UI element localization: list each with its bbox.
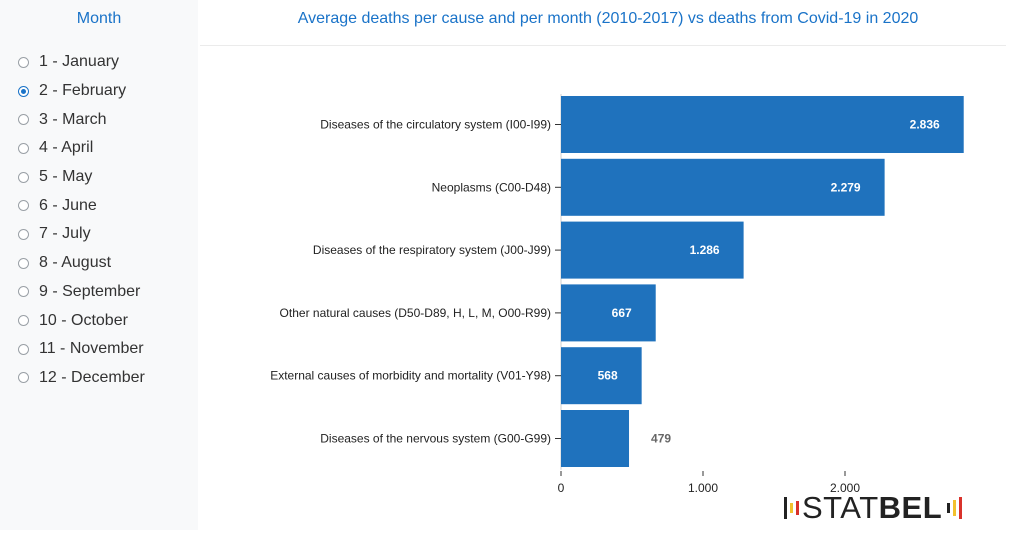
logo-text-bold: BEL (878, 490, 943, 525)
month-option-label: 1 - January (39, 53, 120, 71)
month-radio-list: 1 - January 2 - February 3 - March 4 - Apri… (18, 48, 145, 392)
statbel-logo: STATBEL (784, 488, 965, 528)
month-option[interactable]: 3 - March (18, 105, 145, 134)
month-option[interactable]: 8 - August (18, 249, 145, 278)
logo-bars-right (947, 488, 965, 528)
bar (561, 347, 642, 405)
radio-icon[interactable] (18, 142, 29, 154)
bar (561, 221, 744, 279)
data-label: 667 (612, 306, 632, 320)
month-option-label: 12 - December (39, 368, 145, 386)
bar (561, 158, 885, 216)
month-option[interactable]: 12 - December (18, 364, 145, 393)
month-option[interactable]: 11 - November (18, 335, 145, 364)
data-label: 2.836 (910, 118, 940, 132)
category-label: Diseases of the respiratory system (J00-… (313, 243, 551, 257)
x-tick-label: 0 (558, 481, 565, 495)
month-option-label: 5 - May (39, 168, 93, 186)
x-tick-label: 1.000 (688, 481, 718, 495)
bar (561, 96, 964, 153)
month-option-label: 6 - June (39, 196, 97, 214)
month-option[interactable]: 1 - January (18, 48, 145, 77)
radio-icon[interactable] (18, 343, 29, 355)
month-option[interactable]: 10 - October (18, 306, 145, 335)
month-option-label: 4 - April (39, 139, 94, 157)
month-filter-panel: Month 1 - January 2 - February 3 - March 4 … (0, 0, 198, 530)
category-label: Diseases of the nervous system (G00-G99) (320, 432, 551, 446)
month-option[interactable]: 6 - June (18, 191, 145, 220)
x-tick-label: 2.000 (830, 481, 860, 495)
radio-icon[interactable] (18, 257, 29, 269)
radio-icon[interactable] (18, 286, 29, 298)
title-divider (200, 45, 1006, 46)
month-option-label: 7 - July (39, 225, 91, 243)
month-option[interactable]: 9 - September (18, 278, 145, 307)
chart-title: Average deaths per cause and per month (… (297, 10, 919, 27)
category-label: External causes of morbidity and mortali… (270, 369, 551, 383)
category-label: Diseases of the circulatory system (I00-… (320, 118, 551, 132)
category-label: Other natural causes (D50-D89, H, L, M, … (280, 306, 551, 320)
month-option[interactable]: 5 - May (18, 163, 145, 192)
month-filter-title: Month (76, 10, 122, 27)
data-label: 2.279 (831, 180, 861, 194)
bar (561, 410, 630, 467)
month-option[interactable]: 4 - April (18, 134, 145, 163)
logo-bars-left (784, 488, 802, 528)
data-label: 479 (651, 432, 671, 446)
logo-text-light: STAT (802, 490, 879, 525)
month-option-label: 2 - February (39, 82, 127, 100)
radio-icon[interactable] (18, 228, 29, 240)
radio-icon[interactable] (18, 114, 29, 126)
radio-icon[interactable] (18, 372, 29, 384)
data-label: 1.286 (690, 243, 720, 257)
radio-icon[interactable] (18, 56, 29, 68)
radio-icon[interactable] (18, 200, 29, 212)
radio-icon[interactable] (18, 315, 29, 327)
bar (561, 284, 656, 342)
data-label: 568 (598, 369, 618, 383)
month-option-label: 3 - March (39, 110, 107, 128)
month-option[interactable]: 2 - February (18, 77, 145, 106)
radio-icon[interactable] (18, 171, 29, 183)
month-option-label: 11 - November (39, 340, 144, 358)
month-option-label: 9 - September (39, 282, 141, 300)
month-option-label: 10 - October (39, 311, 128, 329)
logo-wordmark: STATBEL (802, 490, 942, 526)
category-label: Neoplasms (C00-D48) (432, 180, 551, 194)
radio-icon[interactable] (18, 85, 29, 97)
month-option[interactable]: 7 - July (18, 220, 145, 249)
month-option-label: 8 - August (39, 254, 112, 272)
